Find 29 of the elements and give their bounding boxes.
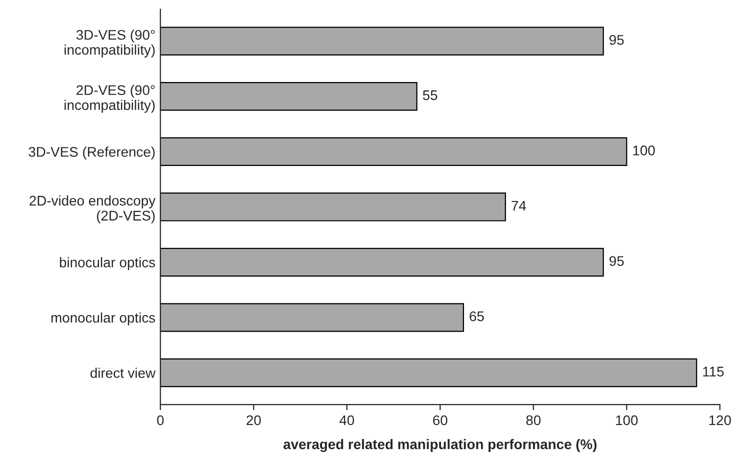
- data-label: 95: [610, 34, 624, 45]
- data-label: 55: [422, 90, 438, 100]
- bar: [160, 303, 464, 332]
- data-label: 115: [703, 366, 724, 376]
- bar: [160, 248, 604, 277]
- bar: [160, 26, 604, 56]
- x-tick-label: 100: [616, 415, 638, 426]
- data-label: 65: [470, 311, 484, 322]
- y-tick-label: 3D-VES (90° incompatibility): [64, 30, 155, 58]
- y-tick-label: binocular optics: [60, 257, 156, 270]
- bar: [160, 192, 506, 222]
- x-tick-label: 20: [246, 415, 261, 426]
- y-tick-label: 2D-video endoscopy (2D-VES): [30, 195, 156, 224]
- x-tick-label: 80: [526, 415, 541, 426]
- bar: [160, 82, 418, 111]
- data-label: 74: [512, 200, 526, 211]
- data-label: 95: [610, 256, 624, 266]
- bar: [160, 137, 628, 166]
- bar: [160, 358, 698, 388]
- x-tick-label: 0: [157, 415, 164, 426]
- data-label: 100: [633, 146, 655, 156]
- x-tick-label: 120: [709, 415, 731, 426]
- x-axis-title: averaged related manipulation performance (%): [283, 439, 597, 452]
- y-tick-label: 2D-VES (90° incompatibility): [64, 84, 155, 113]
- y-tick-label: direct view: [90, 368, 156, 378]
- x-tick-label: 60: [433, 415, 448, 426]
- y-tick-label: monocular optics: [51, 312, 156, 326]
- y-tick-label: 3D-VES (Reference): [28, 146, 155, 160]
- x-tick-label: 40: [339, 415, 354, 426]
